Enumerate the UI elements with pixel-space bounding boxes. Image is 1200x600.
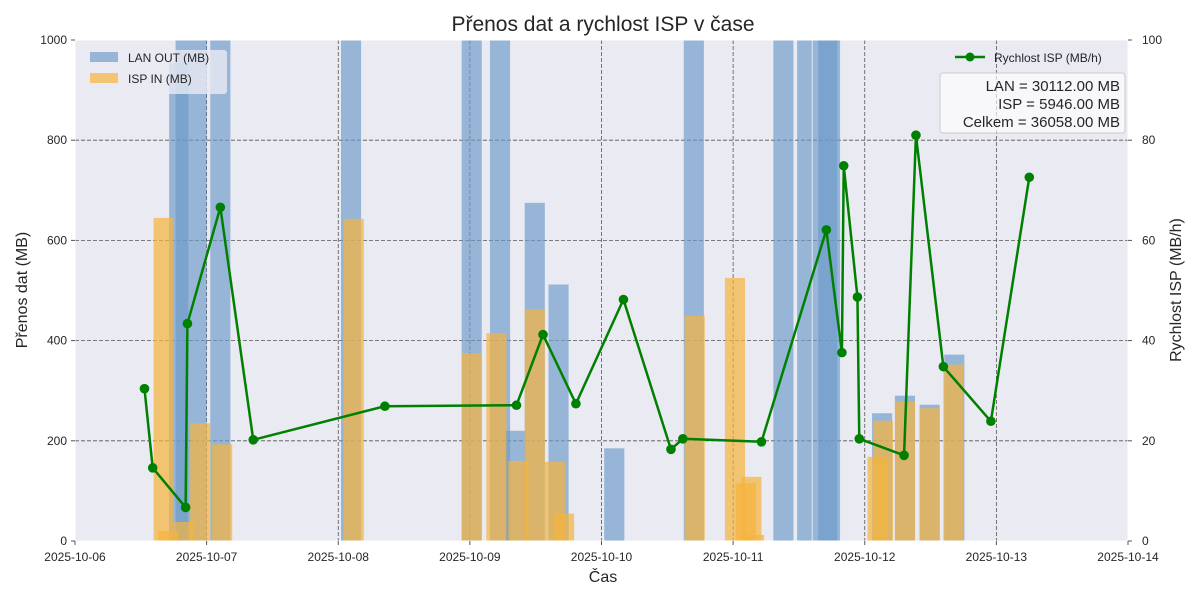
isp-in-bar <box>158 530 179 541</box>
isp-in-bar <box>524 309 545 541</box>
chart-title: Přenos dat a rychlost ISP v čase <box>451 13 754 36</box>
x-tick-label: 2025-10-09 <box>439 550 501 564</box>
y-tick-label: 800 <box>47 133 67 147</box>
legend-left-frame <box>87 50 227 94</box>
isp-speed-point <box>678 434 688 444</box>
isp-in-bar <box>724 277 746 541</box>
x-tick-label: 2025-10-06 <box>44 550 106 564</box>
stats-isp-total: ISP = 5946.00 MB <box>998 96 1120 113</box>
y2-tick-label: 40 <box>1142 334 1156 348</box>
x-tick-label: 2025-10-13 <box>966 550 1028 564</box>
x-axis-ticks: 2025-10-06 2025-10-07 2025-10-08 2025-10-09… <box>44 541 1159 564</box>
legend-label-isp: ISP IN (MB) <box>128 72 192 86</box>
legend-right: Rychlost ISP (MB/h) <box>955 51 1102 65</box>
isp-speed-point <box>180 502 191 513</box>
isp-in-bar <box>741 476 762 541</box>
x-tick-label: 2025-10-12 <box>834 550 896 564</box>
isp-speed-point <box>380 401 390 412</box>
isp-in-bar <box>153 217 174 542</box>
isp-in-bar <box>461 353 482 542</box>
lan-out-bar <box>210 40 231 541</box>
x-tick-label: 2025-10-14 <box>1097 550 1159 564</box>
y-tick-label: 0 <box>60 534 67 548</box>
y2-tick-label: 100 <box>1142 33 1162 47</box>
isp-in-bar <box>872 420 894 541</box>
legend-marker-speed <box>965 52 975 62</box>
y-tick-label: 1000 <box>40 33 67 47</box>
legend-swatch-isp <box>90 73 118 83</box>
y2-tick-label: 80 <box>1142 133 1156 147</box>
isp-in-bar <box>486 333 507 541</box>
legend-left: LAN OUT (MB) ISP IN (MB) <box>87 50 227 94</box>
y-tick-label: 600 <box>47 233 67 247</box>
isp-in-bar <box>919 408 940 541</box>
stats-box-frame <box>939 72 1126 134</box>
y-tick-label: 400 <box>47 334 67 348</box>
isp-speed-point <box>899 450 909 461</box>
isp-speed-point <box>147 463 158 473</box>
isp-speed-point <box>666 444 676 455</box>
stats-grand-total: Celkem = 36058.00 MB <box>963 114 1120 131</box>
isp-speed-point <box>986 416 996 427</box>
legend-swatch-lan <box>90 52 118 62</box>
y2-tick-label: 60 <box>1142 233 1156 247</box>
legend-label-lan: LAN OUT (MB) <box>128 51 209 65</box>
isp-in-bar <box>684 315 705 541</box>
isp-in-bar <box>744 534 765 541</box>
isp-in-bar <box>343 218 364 542</box>
y2-tick-label: 0 <box>1142 534 1149 548</box>
isp-speed-point <box>852 292 863 302</box>
isp-speed-point <box>938 361 949 372</box>
lan-out-bar <box>797 40 812 541</box>
isp-in-bar <box>508 460 529 541</box>
legend-label-speed: Rychlost ISP (MB/h) <box>994 51 1102 65</box>
stats-lan-total: LAN = 30112.00 MB <box>986 78 1120 95</box>
isp-speed-point <box>821 225 832 235</box>
isp-speed-point <box>182 318 193 329</box>
lan-out-bar <box>604 448 625 541</box>
isp-in-bar <box>553 513 575 541</box>
isp-speed-point <box>139 383 150 394</box>
isp-in-bar <box>173 521 194 541</box>
isp-speed-point <box>1024 172 1035 183</box>
isp-speed-polyline <box>143 133 1031 509</box>
isp-speed-point <box>854 434 865 444</box>
isp-in-bar <box>190 423 211 541</box>
isp-speed-point <box>248 435 259 445</box>
y-tick-label: 200 <box>47 434 67 448</box>
isp-speed-point <box>911 130 921 140</box>
x-tick-label: 2025-10-11 <box>703 550 764 564</box>
y2-tick-label: 20 <box>1142 434 1156 448</box>
isp-in-bars <box>153 217 964 542</box>
y2-axis-label: Rychlost ISP (MB/h) <box>1168 218 1185 362</box>
lan-out-bar <box>773 40 794 541</box>
isp-speed-point <box>511 400 522 411</box>
x-tick-label: 2025-10-07 <box>176 550 238 564</box>
isp-speed-point <box>838 160 849 171</box>
y-axis-right-ticks: 0 20 40 60 80 100 <box>1128 33 1162 548</box>
isp-speed-point <box>618 294 629 305</box>
isp-speed-point <box>756 437 767 447</box>
isp-in-bar <box>943 364 964 541</box>
stats-box: LAN = 30112.00 MB ISP = 5946.00 MB Celke… <box>939 72 1126 134</box>
x-tick-label: 2025-10-08 <box>308 550 370 564</box>
isp-in-bar <box>894 401 916 541</box>
y-axis-label: Přenos dat (MB) <box>14 232 31 348</box>
isp-speed-point <box>837 347 847 358</box>
isp-in-bar <box>212 444 233 541</box>
y-axis-left-ticks: 0 200 400 600 800 1000 <box>40 33 75 548</box>
isp-speed-point <box>571 398 581 409</box>
x-tick-label: 2025-10-10 <box>571 550 633 564</box>
isp-speed-point <box>215 202 226 213</box>
isp-speed-point <box>538 329 548 340</box>
x-axis-label: Čas <box>589 567 617 586</box>
isp-speed-line <box>139 130 1035 513</box>
